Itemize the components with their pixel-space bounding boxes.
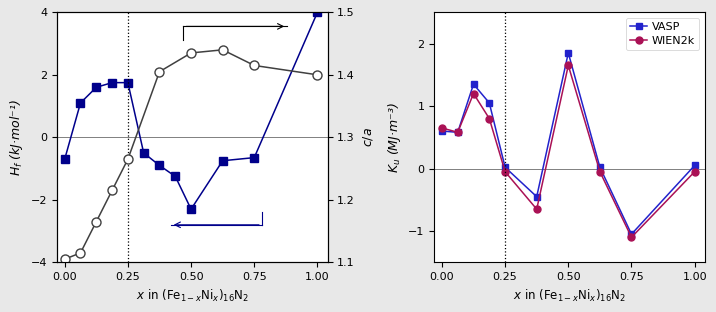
VASP [453, 130, 462, 134]
WIEN2k [533, 207, 541, 211]
VASP [437, 129, 446, 133]
WIEN2k [564, 64, 573, 67]
Y-axis label: $c/a$: $c/a$ [361, 127, 374, 147]
VASP [564, 51, 573, 55]
WIEN2k [690, 170, 699, 173]
WIEN2k [596, 170, 604, 173]
VASP [596, 165, 604, 169]
WIEN2k [453, 130, 462, 134]
Line: VASP: VASP [438, 50, 698, 238]
X-axis label: $x$ in (Fe$_{1-x}$Ni$_x$)$_{16}$N$_2$: $x$ in (Fe$_{1-x}$Ni$_x$)$_{16}$N$_2$ [136, 288, 248, 304]
VASP [627, 232, 636, 236]
VASP [533, 195, 541, 198]
VASP [500, 165, 509, 169]
Y-axis label: $K_u$ (MJ·m⁻³): $K_u$ (MJ·m⁻³) [386, 102, 402, 173]
VASP [469, 82, 478, 86]
X-axis label: $x$ in (Fe$_{1-x}$Ni$_x$)$_{16}$N$_2$: $x$ in (Fe$_{1-x}$Ni$_x$)$_{16}$N$_2$ [513, 288, 626, 304]
Legend: VASP, WIEN2k: VASP, WIEN2k [626, 18, 700, 50]
VASP [690, 163, 699, 167]
WIEN2k [437, 126, 446, 130]
WIEN2k [485, 117, 493, 120]
WIEN2k [627, 236, 636, 239]
Line: WIEN2k: WIEN2k [438, 62, 698, 241]
WIEN2k [469, 92, 478, 95]
Y-axis label: $H_f$ (kJ·mol⁻¹): $H_f$ (kJ·mol⁻¹) [9, 99, 25, 176]
VASP [485, 101, 493, 105]
WIEN2k [500, 170, 509, 173]
